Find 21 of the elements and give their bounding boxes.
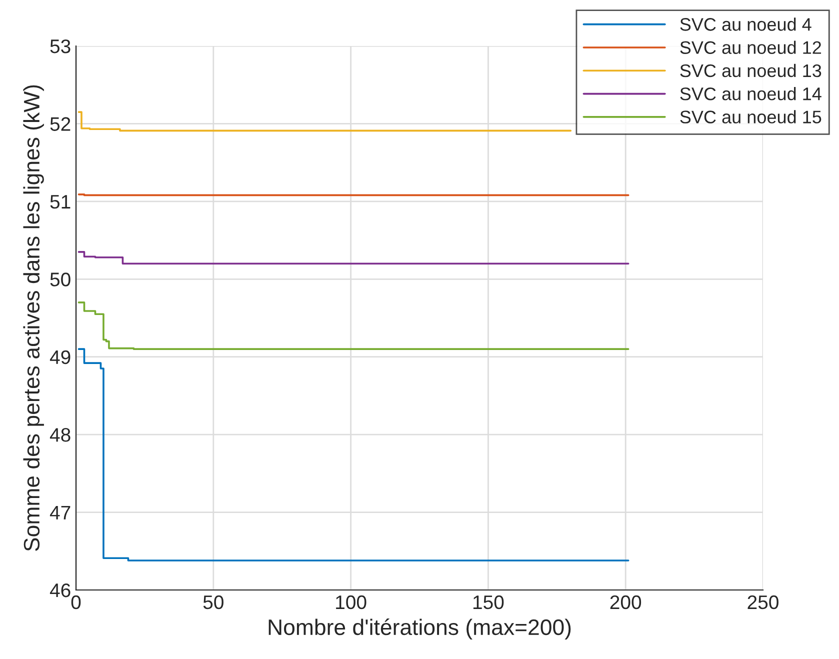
y-tick-label: 51 [50, 195, 70, 209]
y-tick-label: 52 [50, 117, 70, 131]
x-tick-label: 50 [203, 595, 224, 610]
y-tick-label: 47 [50, 506, 70, 520]
x-axis-title: Nombre d'itérations (max=200) [268, 618, 571, 640]
y-tick-label: 46 [50, 583, 70, 598]
y-tick-label: 48 [50, 428, 70, 442]
x-tick-label: 150 [473, 595, 504, 610]
y-tick-label: 53 [50, 39, 70, 54]
legend-label: SVC au noeud 15 [680, 110, 822, 124]
y-tick-label: 49 [50, 350, 70, 364]
y-tick-label: 50 [50, 272, 70, 286]
x-tick-label: 200 [610, 595, 642, 610]
legend-label: SVC au noeud 13 [680, 64, 822, 78]
legend-label: SVC au noeud 14 [680, 87, 822, 100]
legend-label: SVC au noeud 4 [680, 18, 812, 31]
x-tick-label: 0 [71, 595, 81, 610]
x-tick-label: 250 [748, 595, 778, 610]
y-axis-title: Somme des pertes actives dans les lignes (kW) [23, 85, 44, 552]
legend-label: SVC au noeud 12 [680, 40, 822, 54]
x-tick-label: 100 [336, 595, 366, 610]
